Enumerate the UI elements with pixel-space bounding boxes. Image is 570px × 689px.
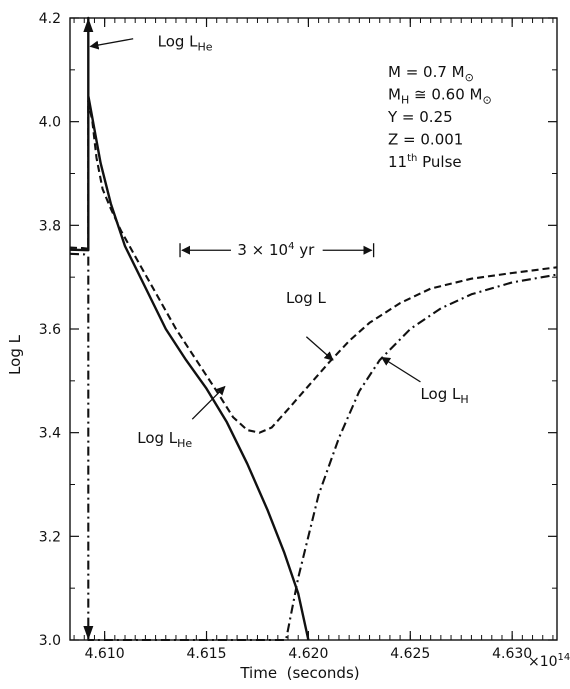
parameter-text: H (401, 94, 409, 107)
parameter-line: MH ≅ 0.60 M⊙ (388, 86, 492, 107)
parameter-text: ⊙ (465, 71, 474, 84)
x-tick-label: 4.630 (492, 646, 532, 662)
axis-ticks: 4.610 4.615 4.620 4.625 4.630 3.0 3.2 3.4 3.6 3.8… (39, 11, 557, 662)
parameter-text: M = 0.7 M (388, 63, 465, 81)
parameter-text: ≅ 0.60 M (409, 86, 482, 104)
y-tick-label: 3.2 (39, 529, 61, 545)
parameter-text: Pulse (417, 153, 461, 171)
parameter-line: Y = 0.25 (387, 108, 453, 126)
timescale-label: 3 × 104 yr (237, 241, 315, 259)
x-multiplier-base: ×10 (528, 654, 558, 670)
x-axis-multiplier: ×1014 (528, 652, 570, 670)
timescale-text: 4 (288, 241, 294, 252)
parameter-text: 11 (388, 153, 407, 171)
y-axis-label: Log L (6, 334, 24, 375)
h-drop-arrowhead (83, 626, 94, 640)
annotation-subscript: He (177, 437, 192, 450)
plot-area-border (69, 17, 558, 641)
x-tick-label: 4.615 (186, 646, 226, 662)
parameter-text: th (407, 153, 417, 164)
parameter-line: M = 0.7 M⊙ (388, 63, 474, 84)
parameter-text: ⊙ (482, 94, 491, 107)
annotation-arrow-logl (305, 336, 334, 361)
y-tick-label: 3.8 (39, 218, 61, 234)
annotation-label-lhe-bottom: Log LHe (137, 429, 192, 450)
annotation-arrow-lhe-bottom (191, 385, 226, 420)
annotation-label-lhe-top: Log LHe (158, 33, 213, 54)
he-spike-arrowhead (83, 18, 94, 32)
annotation-subscript: He (198, 41, 213, 54)
x-multiplier-exponent: 14 (558, 652, 570, 663)
y-tick-label: 3.4 (39, 426, 61, 442)
plot-frame (69, 17, 558, 641)
parameter-text: M (388, 86, 401, 104)
y-tick-label: 3.6 (39, 322, 61, 338)
y-tick-label: 4.0 (39, 115, 61, 131)
series-line-log-l-he (69, 16, 310, 641)
series-line-log-l-h (69, 252, 558, 642)
y-tick-label: 4.2 (39, 11, 61, 27)
annotation-label-logl: Log L (286, 289, 327, 307)
x-tick-label: 4.620 (288, 646, 328, 662)
annotation-text: Log L (158, 33, 199, 51)
series-group (69, 16, 558, 642)
annotation-label-lh: Log LH (420, 385, 468, 406)
x-axis-label: Time (seconds) (239, 664, 359, 682)
annotation-text: Log L (420, 385, 461, 403)
annotation-subscript: H (460, 393, 468, 406)
x-tick-label: 4.610 (85, 646, 125, 662)
x-tick-label: 4.625 (390, 646, 430, 662)
parameter-text: Y = 0.25 (387, 108, 453, 126)
parameter-text: Z = 0.001 (388, 131, 463, 149)
parameter-line: 11th Pulse (388, 153, 462, 171)
timescale-text: yr (294, 241, 315, 259)
series-line-log-l (69, 99, 558, 434)
timescale-text: 3 × 10 (237, 241, 288, 259)
annotation-arrow-lh (380, 356, 421, 383)
y-tick-label: 3.0 (39, 633, 61, 649)
parameter-line: Z = 0.001 (388, 131, 463, 149)
annotation-text: Log L (286, 289, 327, 307)
annotation-arrow-lhe-top (89, 38, 134, 50)
annotation-text: Log L (137, 429, 178, 447)
